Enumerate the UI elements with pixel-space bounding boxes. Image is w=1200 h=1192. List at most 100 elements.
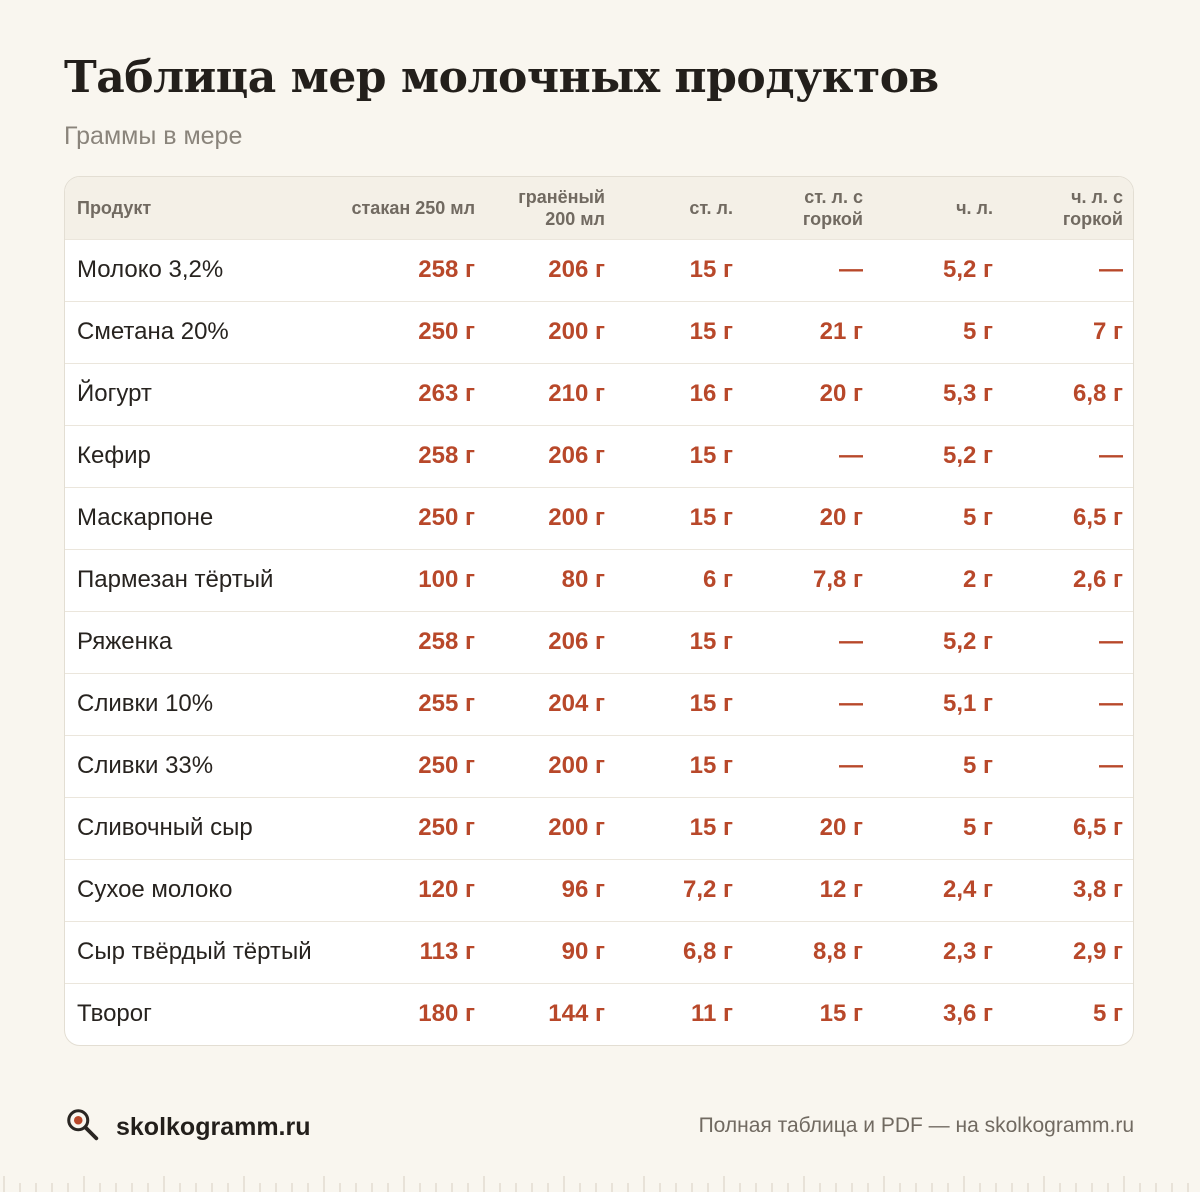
product-name: Маскарпоне [77,504,214,531]
page-title: Таблица мер молочных продуктов [64,52,939,103]
measure-value: 90 г [561,938,605,965]
column-header: ч. л. с горкой [1062,186,1123,229]
product-name: Сливочный сыр [77,814,253,841]
measure-value: — [1099,690,1123,717]
measure-value: 2,6 г [1072,566,1123,593]
measure-value: 8,8 г [812,938,863,965]
measure-value: 100 г [418,566,475,593]
footer-note[interactable]: Полная таблица и PDF — на skolkogramm.ru [698,1114,1134,1137]
measure-value: 200 г [548,504,605,531]
measure-value: 263 г [418,380,475,407]
measure-value: 200 г [548,814,605,841]
table-row: Сыр твёрдый тёртый 113 г 90 г 6,8 г 8,8 г 2,3… [65,921,1133,983]
measure-value: 5 г [962,318,993,345]
measure-value: 206 г [548,628,605,655]
page-subtitle: Граммы в мере [64,122,243,150]
measure-value: 15 г [689,256,733,283]
measure-value: 6,5 г [1072,814,1123,841]
measure-value: 144 г [548,1000,605,1028]
table-row: Творог 180 г 144 г 11 г 15 г 3,6 г 5 г [65,983,1133,1045]
measure-value: 250 г [418,814,475,841]
measure-value: 80 г [561,566,605,593]
measure-value: 200 г [548,752,605,779]
measure-value: 5 г [962,814,993,841]
measure-value: 5,1 г [942,690,993,717]
measure-value: 2,4 г [942,876,993,903]
table-row: Сметана 20% 250 г 200 г 15 г 21 г 5 г 7 г [65,301,1133,363]
column-header: гранёный 200 мл [518,186,605,229]
measure-value: 5 г [962,752,993,779]
measure-value: 206 г [548,256,605,283]
measure-value: 250 г [418,504,475,531]
table-row: Сливочный сыр 250 г 200 г 15 г 20 г 5 г 6,5 г [65,797,1133,859]
measure-value: 21 г [819,318,863,345]
measure-value: 113 г [419,938,475,965]
product-name: Сливки 33% [77,752,214,779]
measure-value: 11 г [690,1000,733,1028]
product-name: Ряженка [77,628,173,655]
table-row: Йогурт 263 г 210 г 16 г 20 г 5,3 г 6,8 г [65,363,1133,425]
measure-value: 5 г [962,504,993,531]
measure-value: 15 г [689,442,733,469]
measures-table: Продукт стакан 250 мл гранёный 200 мл ст… [65,177,1133,1045]
table-row: Маскарпоне 250 г 200 г 15 г 20 г 5 г 6,5 г [65,487,1133,549]
product-name: Молоко 3,2% [77,256,224,283]
table-row: Ряженка 258 г 206 г 15 г — 5,2 г — [65,611,1133,673]
measure-value: 6,8 г [682,938,733,965]
measure-value: 204 г [548,690,605,717]
table-header-row: Продукт стакан 250 мл гранёный 200 мл ст… [65,177,1133,239]
measure-value: 6 г [702,566,733,593]
measure-value: — [839,442,863,469]
measure-value: 6,8 г [1072,380,1123,407]
measure-value: 250 г [418,752,475,779]
table-row: Кефир 258 г 206 г 15 г — 5,2 г — [65,425,1133,487]
table-row: Сливки 10% 255 г 204 г 15 г — 5,1 г — [65,673,1133,735]
measure-value: 7 г [1092,318,1123,345]
column-header: ст. л. [689,197,733,218]
measure-value: 2 г [962,566,993,593]
measure-value: 120 г [418,876,475,903]
site-name: skolkogramm.ru [116,1113,311,1141]
measure-value: 15 г [689,318,733,345]
measure-value: 15 г [689,814,733,841]
measure-value: 96 г [561,876,605,903]
product-name: Сухое молоко [77,876,233,903]
table-body: Молоко 3,2% 258 г 206 г 15 г — 5,2 г — Сметана … [65,239,1133,1045]
footer-brand[interactable]: skolkogramm.ru [64,1106,311,1149]
magnifier-icon [64,1106,102,1149]
measure-value: — [839,752,863,779]
product-name: Сметана 20% [77,318,229,345]
ruler-decoration [3,1176,1189,1192]
measure-value: 15 г [819,1000,863,1028]
measure-value: 5 г [1092,1000,1123,1028]
measure-value: 6,5 г [1072,504,1123,531]
measure-value: 15 г [689,752,733,779]
measure-value: 5,2 г [942,442,993,469]
measure-value: — [1099,256,1123,283]
measure-value: 16 г [689,380,733,407]
product-name: Пармезан тёртый [77,566,274,593]
measure-value: 200 г [548,318,605,345]
product-name: Кефир [77,442,151,469]
measure-value: 15 г [689,504,733,531]
measure-value: — [839,628,863,655]
measure-value: 5,3 г [942,380,993,407]
product-name: Сливки 10% [77,690,214,717]
measure-value: 5,2 г [942,628,993,655]
measure-value: 258 г [418,442,475,469]
measure-value: 210 г [548,380,605,407]
product-name: Йогурт [77,380,152,407]
measure-value: 255 г [418,690,475,717]
measures-table-card: Продукт стакан 250 мл гранёный 200 мл ст… [64,176,1134,1046]
measure-value: — [1099,442,1123,469]
measure-value: 250 г [418,318,475,345]
measure-value: 2,9 г [1072,938,1123,965]
measure-value: 258 г [418,256,475,283]
measure-value: 2,3 г [942,938,993,965]
measure-value: — [839,256,863,283]
table-row: Сливки 33% 250 г 200 г 15 г — 5 г — [65,735,1133,797]
column-header: Продукт [77,197,152,218]
measure-value: 12 г [819,876,863,903]
measure-value: 7,2 г [682,876,733,903]
product-name: Сыр твёрдый тёртый [77,938,312,965]
